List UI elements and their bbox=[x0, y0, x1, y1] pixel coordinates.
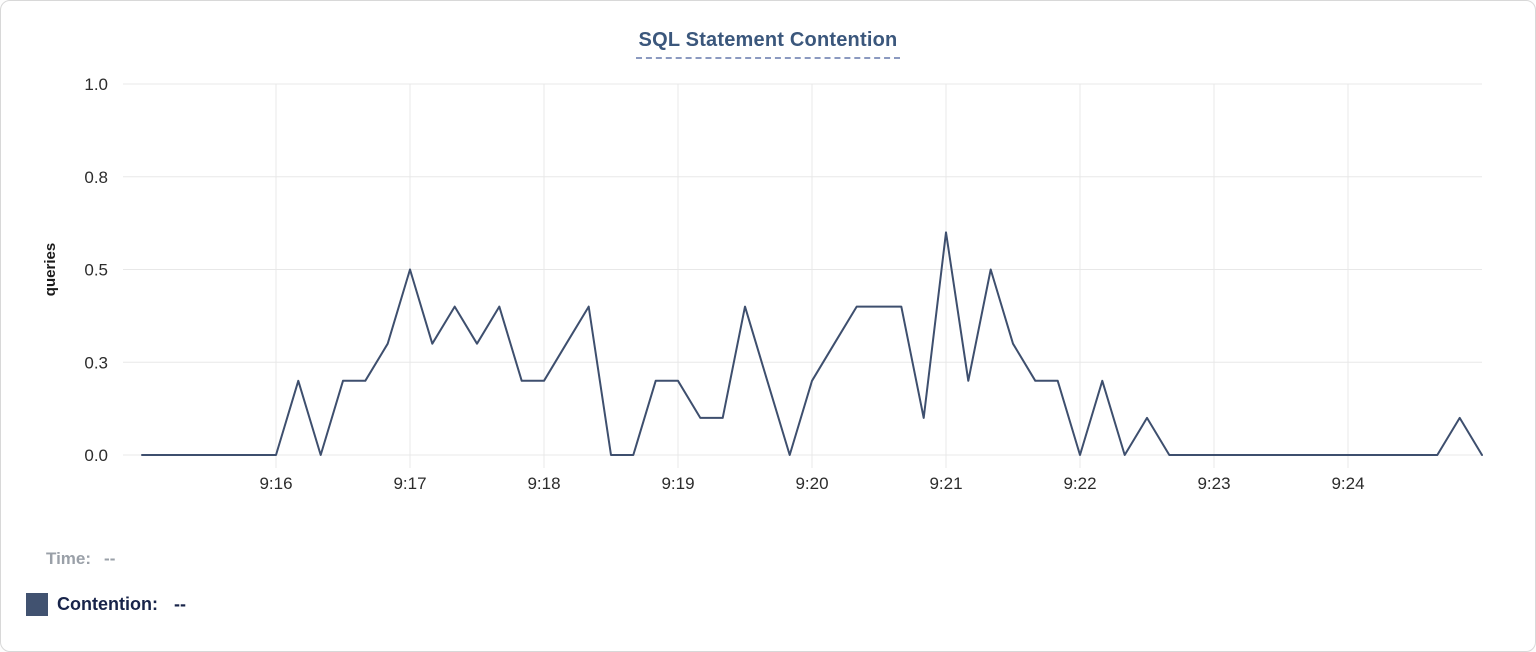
y-axis-label: queries bbox=[42, 243, 59, 296]
legend-contention-label: Contention: bbox=[57, 594, 158, 614]
x-tick-label: 9:17 bbox=[393, 474, 426, 493]
x-tick-label: 9:16 bbox=[259, 474, 292, 493]
chart-title[interactable]: SQL Statement Contention bbox=[635, 29, 901, 59]
x-tick-label: 9:18 bbox=[527, 474, 560, 493]
legend-time-row: Time: -- bbox=[46, 549, 115, 569]
y-tick-label: 1.0 bbox=[84, 75, 108, 94]
legend-contention-row: Contention: -- bbox=[26, 593, 186, 616]
chart-title-row: SQL Statement Contention bbox=[1, 1, 1535, 63]
contention-color-swatch bbox=[26, 593, 48, 616]
y-tick-label: 0.5 bbox=[84, 261, 108, 280]
y-tick-label: 0.0 bbox=[84, 446, 108, 465]
legend-contention-value: -- bbox=[173, 594, 186, 614]
x-tick-label: 9:24 bbox=[1331, 474, 1364, 493]
contention-line-chart[interactable]: 0.0 0.3 0.5 0.8 1.0 9:16 9:17 9:18 9:19 9:20 9:21 9… bbox=[1, 1, 1536, 521]
y-tick-label: 0.8 bbox=[84, 168, 108, 187]
legend-time-value: -- bbox=[104, 549, 116, 568]
x-tick-label: 9:19 bbox=[661, 474, 694, 493]
x-tick-label: 9:21 bbox=[929, 474, 962, 493]
x-tick-label: 9:22 bbox=[1063, 474, 1096, 493]
x-tick-label: 9:23 bbox=[1197, 474, 1230, 493]
legend-time-label: Time: bbox=[46, 549, 92, 568]
contention-series-line[interactable] bbox=[141, 231, 1483, 456]
y-tick-label: 0.3 bbox=[84, 353, 108, 372]
x-tick-label: 9:20 bbox=[795, 474, 828, 493]
